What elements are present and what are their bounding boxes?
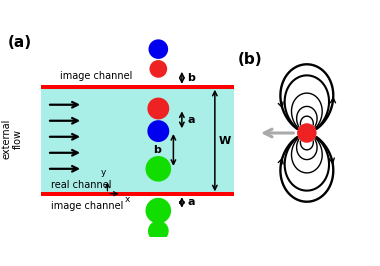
Text: image channel: image channel <box>51 201 123 211</box>
Bar <box>41 192 234 196</box>
Circle shape <box>148 221 169 241</box>
Text: image channel: image channel <box>60 72 133 81</box>
Bar <box>41 87 234 194</box>
Text: b: b <box>153 145 160 155</box>
Text: b: b <box>187 73 195 83</box>
Text: external
flow: external flow <box>2 118 23 159</box>
Circle shape <box>149 39 168 59</box>
Circle shape <box>147 98 169 119</box>
Text: a: a <box>187 115 195 125</box>
Text: (b): (b) <box>238 52 263 67</box>
Text: W: W <box>218 136 231 146</box>
Circle shape <box>146 156 171 182</box>
Text: real channel: real channel <box>51 180 111 190</box>
Circle shape <box>149 60 167 78</box>
Text: x: x <box>124 195 130 204</box>
Circle shape <box>147 120 169 142</box>
Text: a: a <box>187 197 195 207</box>
Bar <box>41 85 234 89</box>
Circle shape <box>297 123 317 143</box>
Circle shape <box>146 198 171 223</box>
Text: y: y <box>101 168 106 177</box>
Text: (a): (a) <box>8 35 32 50</box>
